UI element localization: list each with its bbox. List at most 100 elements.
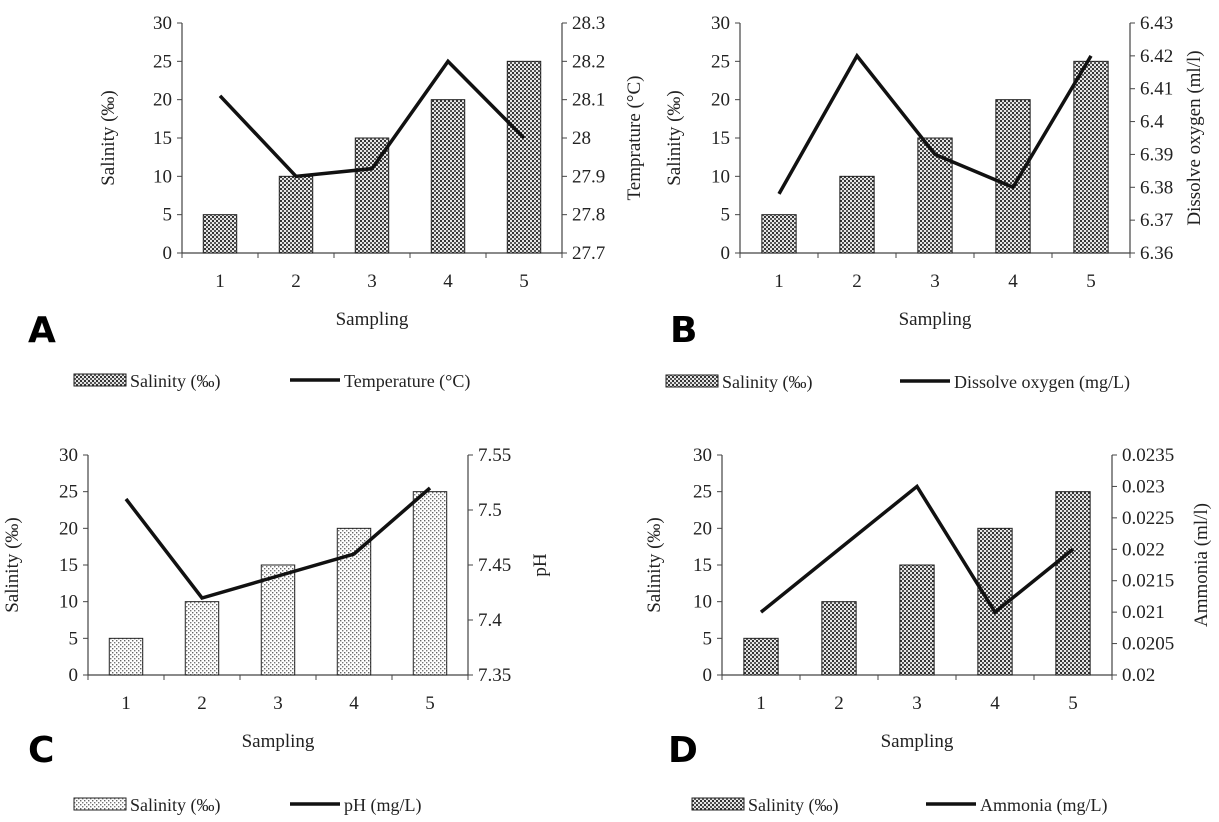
left-tick-label: 20 xyxy=(693,518,712,539)
salinity-bar xyxy=(762,215,796,253)
right-tick-label: 6.37 xyxy=(1140,210,1173,231)
x-tick-label: 3 xyxy=(912,693,922,714)
left-tick-label: 30 xyxy=(153,13,172,34)
legend-bar-label: Salinity (‰) xyxy=(748,795,839,816)
x-tick-label: 3 xyxy=(930,271,940,292)
legend: Salinity (‰)Ammonia (mg/L) xyxy=(692,795,1107,816)
salinity-bar xyxy=(109,638,142,675)
right-tick-label: 28.3 xyxy=(572,13,605,34)
right-tick-label: 0.023 xyxy=(1122,476,1165,497)
x-tick-label: 4 xyxy=(1008,271,1018,292)
x-tick-label: 1 xyxy=(215,271,225,292)
right-tick-label: 0.0235 xyxy=(1122,445,1174,466)
left-tick-label: 0 xyxy=(69,665,79,686)
left-tick-label: 20 xyxy=(153,90,172,111)
right-tick-label: 0.0205 xyxy=(1122,634,1174,655)
left-tick-label: 15 xyxy=(693,555,712,576)
left-tick-label: 0 xyxy=(163,243,173,264)
x-tick-label: 4 xyxy=(990,693,1000,714)
salinity-bar xyxy=(337,528,370,675)
x-tick-label: 3 xyxy=(367,271,377,292)
salinity-bar xyxy=(203,215,236,253)
right-tick-label: 28.2 xyxy=(572,51,605,72)
salinity-bar xyxy=(744,638,778,675)
x-axis-title: Sampling xyxy=(336,309,409,330)
x-tick-label: 1 xyxy=(756,693,766,714)
right-axis-title: Dissolve oxygen (ml/l) xyxy=(1184,50,1205,225)
right-tick-label: 6.38 xyxy=(1140,177,1173,198)
chart-panel-d: 0510152025300.020.02050.0210.02150.0220.… xyxy=(644,445,1212,752)
panel-letter-d: D xyxy=(668,730,698,771)
right-tick-label: 6.36 xyxy=(1140,243,1173,264)
x-axis-title: Sampling xyxy=(242,731,315,752)
right-tick-label: 6.4 xyxy=(1140,112,1164,133)
right-tick-label: 7.55 xyxy=(478,445,511,466)
x-axis-title: Sampling xyxy=(881,731,954,752)
left-tick-label: 30 xyxy=(59,445,78,466)
right-tick-label: 7.5 xyxy=(478,500,502,521)
salinity-bar xyxy=(996,100,1030,253)
salinity-bar xyxy=(261,565,294,675)
right-axis-title: Ammonia (ml/l) xyxy=(1191,503,1212,627)
legend-bar-label: Salinity (‰) xyxy=(130,371,221,392)
left-tick-label: 0 xyxy=(703,665,713,686)
legend-line-label: pH (mg/L) xyxy=(344,795,421,816)
left-tick-label: 25 xyxy=(693,482,712,503)
left-tick-label: 25 xyxy=(711,51,730,72)
left-tick-label: 5 xyxy=(69,628,79,649)
x-tick-label: 2 xyxy=(291,271,301,292)
left-tick-label: 25 xyxy=(153,51,172,72)
right-tick-label: 6.39 xyxy=(1140,144,1173,165)
x-axis-title: Sampling xyxy=(899,309,972,330)
left-tick-label: 0 xyxy=(721,243,731,264)
right-tick-label: 28 xyxy=(572,128,591,149)
right-tick-label: 0.021 xyxy=(1122,602,1165,623)
legend-bar-label: Salinity (‰) xyxy=(130,795,221,816)
legend-bar-swatch xyxy=(74,374,126,386)
salinity-bar xyxy=(840,176,874,253)
salinity-bar xyxy=(507,61,540,253)
right-tick-label: 6.43 xyxy=(1140,13,1173,34)
legend-line-label: Temperature (°C) xyxy=(344,371,470,392)
right-axis-title: pH xyxy=(530,553,551,577)
right-tick-label: 27.9 xyxy=(572,166,605,187)
legend-bar-swatch xyxy=(666,375,718,387)
right-tick-label: 0.0225 xyxy=(1122,508,1174,529)
left-tick-label: 30 xyxy=(693,445,712,466)
left-tick-label: 15 xyxy=(153,128,172,149)
legend: Salinity (‰)Dissolve oxygen (mg/L) xyxy=(666,372,1130,393)
salinity-bar xyxy=(185,602,218,675)
x-tick-label: 1 xyxy=(774,271,784,292)
x-tick-label: 5 xyxy=(1086,271,1096,292)
right-tick-label: 27.8 xyxy=(572,205,605,226)
panel-letter-c: C xyxy=(28,730,54,771)
salinity-bar xyxy=(822,602,856,675)
x-tick-label: 2 xyxy=(834,693,844,714)
x-tick-label: 1 xyxy=(121,693,131,714)
salinity-bar xyxy=(431,100,464,253)
left-tick-label: 15 xyxy=(59,555,78,576)
left-tick-label: 5 xyxy=(163,205,173,226)
left-tick-label: 10 xyxy=(153,166,172,187)
left-tick-label: 5 xyxy=(721,205,731,226)
right-tick-label: 0.0215 xyxy=(1122,571,1174,592)
right-axis-title: Temprature (°C) xyxy=(624,76,645,201)
left-axis-title: Salinity (‰) xyxy=(2,517,23,613)
legend-bar-swatch xyxy=(74,798,126,810)
legend-bar-swatch xyxy=(692,798,744,810)
right-tick-label: 7.4 xyxy=(478,610,502,631)
left-tick-label: 20 xyxy=(59,518,78,539)
x-tick-label: 5 xyxy=(1068,693,1078,714)
salinity-bar xyxy=(279,176,312,253)
salinity-bar xyxy=(355,138,388,253)
right-tick-label: 0.022 xyxy=(1122,539,1165,560)
salinity-bar xyxy=(413,492,446,675)
left-tick-label: 25 xyxy=(59,482,78,503)
right-tick-label: 0.02 xyxy=(1122,665,1155,686)
left-axis-title: Salinity (‰) xyxy=(664,90,685,186)
left-tick-label: 10 xyxy=(711,166,730,187)
right-tick-label: 7.35 xyxy=(478,665,511,686)
